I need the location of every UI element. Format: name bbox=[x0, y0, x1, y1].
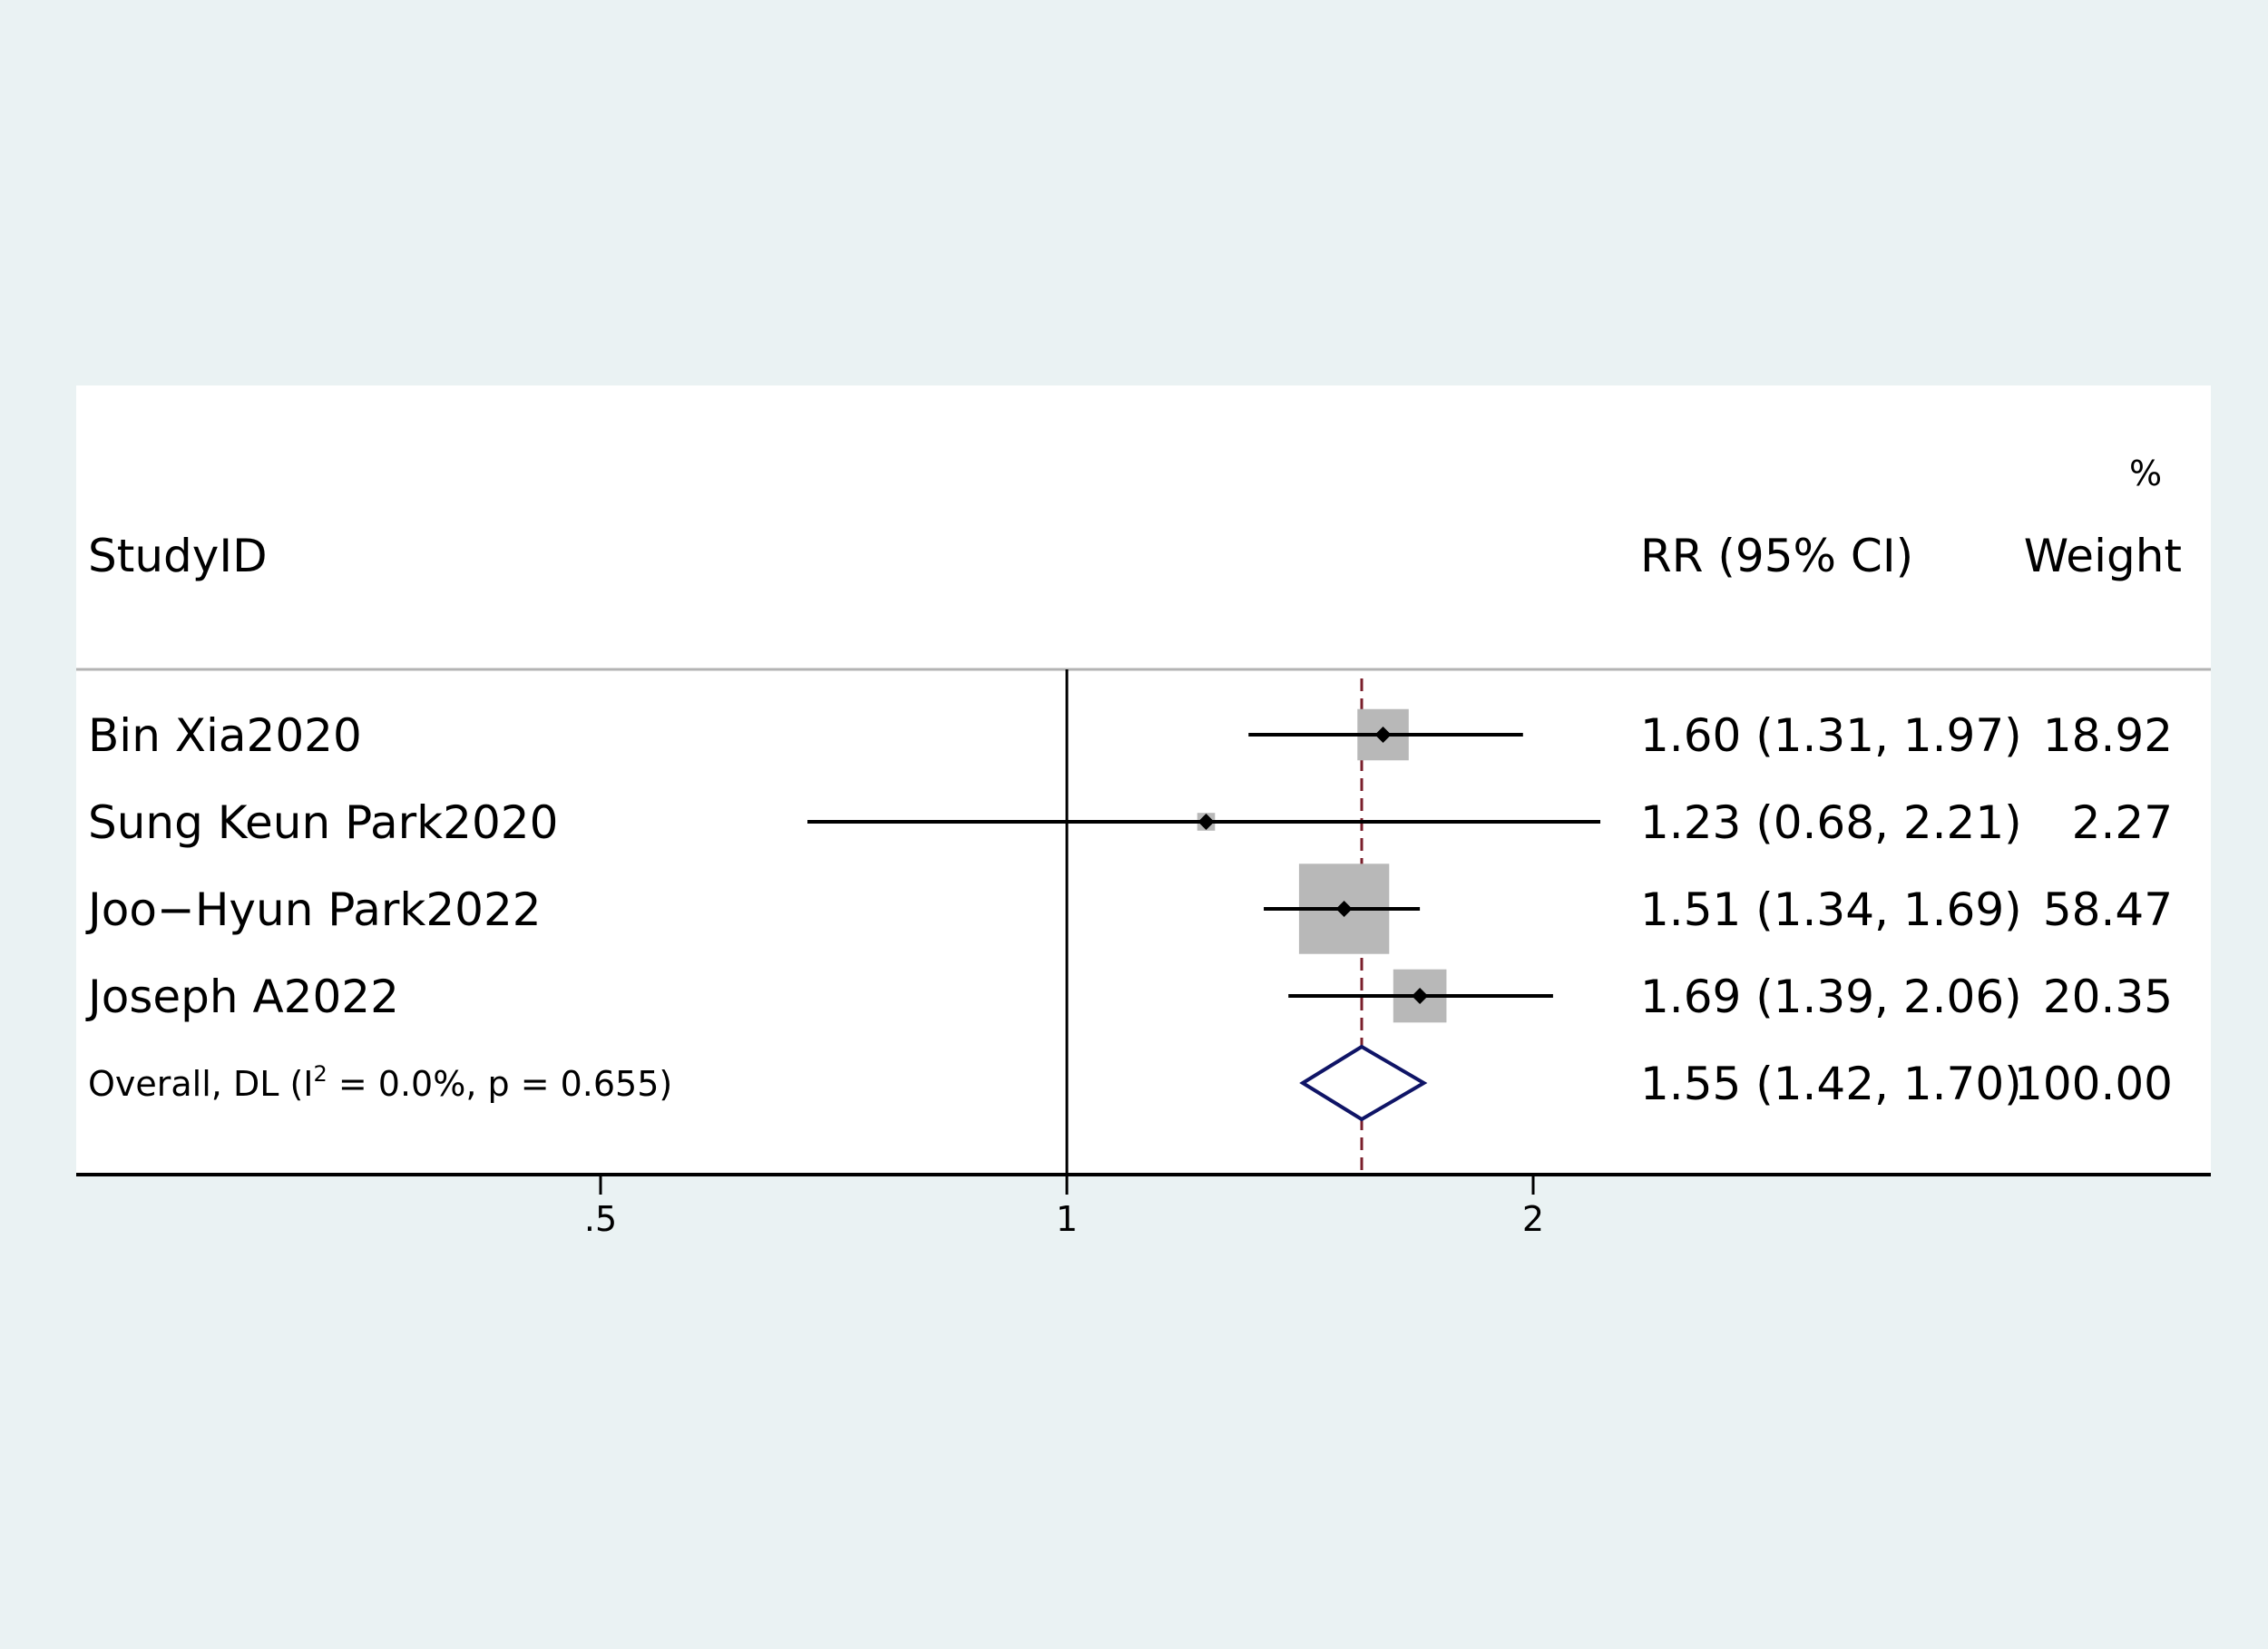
study-ci-text: 1.51 (1.34, 1.69) bbox=[1640, 883, 2022, 936]
overall-ci-text: 1.55 (1.42, 1.70) bbox=[1640, 1058, 2022, 1110]
study-point-estimate bbox=[1374, 727, 1392, 743]
study-label: Bin Xia2020 bbox=[88, 709, 362, 762]
study-weight-text: 18.92 bbox=[2043, 709, 2173, 762]
study-weight-text: 2.27 bbox=[2072, 796, 2173, 849]
x-axis-tick-label: .5 bbox=[584, 1199, 617, 1239]
plot-background bbox=[76, 385, 2211, 1175]
study-weight-text: 58.47 bbox=[2043, 883, 2173, 936]
x-axis: .5 1 2 bbox=[584, 1175, 1544, 1239]
overall-diamond bbox=[1299, 1044, 1428, 1122]
study-rows: Bin Xia2020 1.60 (1.31, 1.97) 18.92 Sung Ke… bbox=[85, 709, 2173, 1110]
x-axis-tick-label: 2 bbox=[1522, 1199, 1544, 1239]
overall-label: Overall, DL (I2 = 0.0%, p = 0.655) bbox=[88, 1061, 672, 1104]
study-label: Joseph A2022 bbox=[85, 971, 399, 1023]
study-ci-text: 1.69 (1.39, 2.06) bbox=[1640, 971, 2022, 1023]
header-study-id: StudyID bbox=[88, 530, 268, 582]
study-label: Sung Keun Park2020 bbox=[88, 796, 558, 849]
study-point-estimate bbox=[1412, 988, 1429, 1004]
study-point-estimate bbox=[1335, 901, 1353, 917]
header-weight-percent: % bbox=[2129, 454, 2162, 493]
study-ci-text: 1.60 (1.31, 1.97) bbox=[1640, 709, 2022, 762]
header-rr-ci: RR (95% CI) bbox=[1640, 530, 1913, 582]
overall-weight-text: 100.00 bbox=[2014, 1058, 2173, 1110]
study-label: Joo−Hyun Park2022 bbox=[85, 883, 542, 936]
header: StudyID RR (95% CI) % Weight bbox=[88, 454, 2182, 582]
study-ci-text: 1.23 (0.68, 2.21) bbox=[1640, 796, 2022, 849]
x-axis-tick-label: 1 bbox=[1056, 1199, 1078, 1239]
header-weight: Weight bbox=[2024, 530, 2182, 582]
plot-marks bbox=[807, 669, 1601, 1175]
study-weight-text: 20.35 bbox=[2043, 971, 2173, 1023]
study-point-estimate bbox=[1198, 814, 1215, 830]
